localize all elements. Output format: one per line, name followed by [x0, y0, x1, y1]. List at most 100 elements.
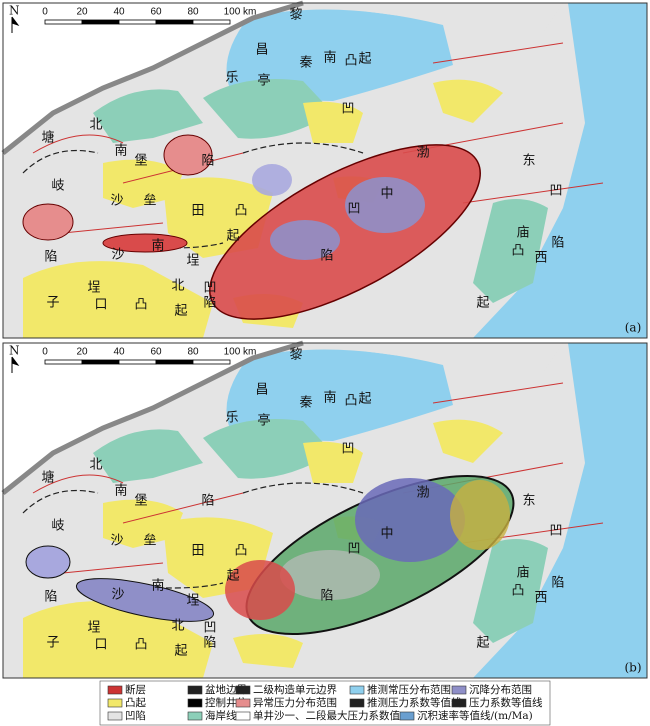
region-label: 起: [174, 644, 187, 659]
region-label: 黎: [289, 8, 302, 23]
region-label: 凹: [203, 281, 216, 296]
region-label: 南: [114, 483, 127, 499]
region-label: 乐: [225, 411, 238, 426]
scale-label: 0: [42, 347, 48, 358]
region-label: 凸: [344, 54, 357, 69]
scale-bar: [118, 359, 157, 365]
region-label: 中: [380, 187, 393, 202]
region-label: 沙: [110, 194, 123, 209]
region-label: 埕: [87, 280, 100, 296]
legend-label: 断层: [125, 683, 146, 696]
scale-label: 20: [76, 7, 88, 18]
region-label: 凸: [511, 244, 524, 259]
region-label: 塘: [41, 130, 54, 146]
region-label: 西: [534, 251, 547, 266]
region-label: 南: [323, 50, 336, 66]
region-label: 北: [89, 118, 102, 133]
region-label: 埕: [186, 253, 199, 269]
legend-label: 沉降分布范围: [469, 683, 532, 696]
legend-label: 凹陷: [125, 709, 146, 722]
region-label: 陷: [44, 250, 57, 265]
region-label: 陷: [201, 154, 214, 169]
legend-label: 海岸线: [205, 709, 237, 722]
region-label: 子: [46, 296, 59, 311]
region-label: 凹: [347, 542, 360, 557]
region-label: 口: [94, 298, 107, 313]
region-label: 埕: [87, 620, 100, 636]
north-arrow: [11, 16, 20, 33]
region-label: 陷: [551, 576, 564, 591]
region-label: 秦: [299, 56, 312, 71]
scale-label: 40: [113, 7, 125, 18]
legend-swatch: [235, 698, 251, 708]
panel-tag: (a): [625, 321, 642, 335]
legend-swatch: [235, 711, 251, 721]
region-label: 北: [171, 619, 184, 634]
scale-label: 60: [150, 7, 162, 18]
legend-swatch: [349, 685, 365, 695]
scale-label: 60: [150, 347, 162, 358]
north-label: N: [9, 4, 20, 18]
legend-swatch: [451, 685, 467, 695]
legend-label: 推测压力系数等值线: [367, 696, 462, 709]
region-label: 凹: [203, 621, 216, 636]
scale-label: 40: [113, 347, 125, 358]
legend-label: 二级构造单元边界: [253, 683, 337, 696]
region-label: 北: [89, 458, 102, 473]
region-label: 起: [226, 229, 239, 244]
region-label: 陷: [320, 589, 333, 604]
region-label: 起: [476, 296, 489, 311]
region-label: 亭: [257, 413, 270, 429]
legend-swatch: [187, 698, 203, 708]
region-label: 凸: [511, 584, 524, 599]
scale-bar: [155, 359, 194, 365]
scale-bar: [44, 19, 83, 25]
legend-swatch: [107, 711, 123, 721]
region-label: 堡: [134, 493, 147, 509]
legend-swatch: [187, 685, 203, 695]
region-label: 起: [476, 636, 489, 651]
region-label: 子: [46, 636, 59, 651]
legend-label: 压力系数等值线: [469, 696, 543, 709]
scale-label: 80: [187, 7, 199, 18]
region-label: 黎: [289, 348, 302, 363]
region-label: 南: [323, 390, 336, 406]
region-label: 陷: [320, 249, 333, 264]
scale-label: 100 km: [224, 7, 257, 18]
legend-swatch: [107, 698, 123, 708]
region-label: 沙: [110, 534, 123, 549]
region-label: 岐: [51, 519, 64, 534]
region-label: 昌: [255, 383, 268, 398]
legend-label: 沉积速率等值线/(m/Ma): [417, 709, 533, 722]
scale-bar: [192, 359, 231, 365]
region-label: 起: [174, 304, 187, 319]
region-label: 庙: [516, 566, 529, 581]
scale-bar: [192, 19, 231, 25]
scale-bar: [81, 359, 120, 365]
region-label: 中: [380, 527, 393, 542]
legend-label: 异常压力分布范围: [253, 696, 337, 709]
region-label: 起: [226, 569, 239, 584]
panel-tag: (b): [624, 661, 641, 675]
legend-swatch: [187, 711, 203, 721]
scale-label: 0: [42, 7, 48, 18]
region-label: 北: [171, 279, 184, 294]
region-label: 岐: [51, 179, 64, 194]
region-label: 亭: [257, 73, 270, 89]
region-label: 昌: [255, 43, 268, 58]
region-label: 陷: [551, 236, 564, 251]
region-label: 凹: [549, 184, 562, 199]
region-label: 起: [358, 52, 371, 67]
region-label: 陷: [201, 494, 214, 509]
region-label: 南: [114, 143, 127, 159]
region-label: 南: [151, 238, 164, 254]
region-label: 起: [358, 392, 371, 407]
region-label: 陷: [44, 590, 57, 605]
region-label: 沙: [111, 588, 124, 603]
region-label: 沙: [111, 248, 124, 263]
region-label: 凹: [347, 202, 360, 217]
legend-label: 凸起: [125, 697, 146, 709]
legend-swatch: [235, 685, 251, 695]
legend-label: 推测常压分布范围: [367, 683, 451, 696]
